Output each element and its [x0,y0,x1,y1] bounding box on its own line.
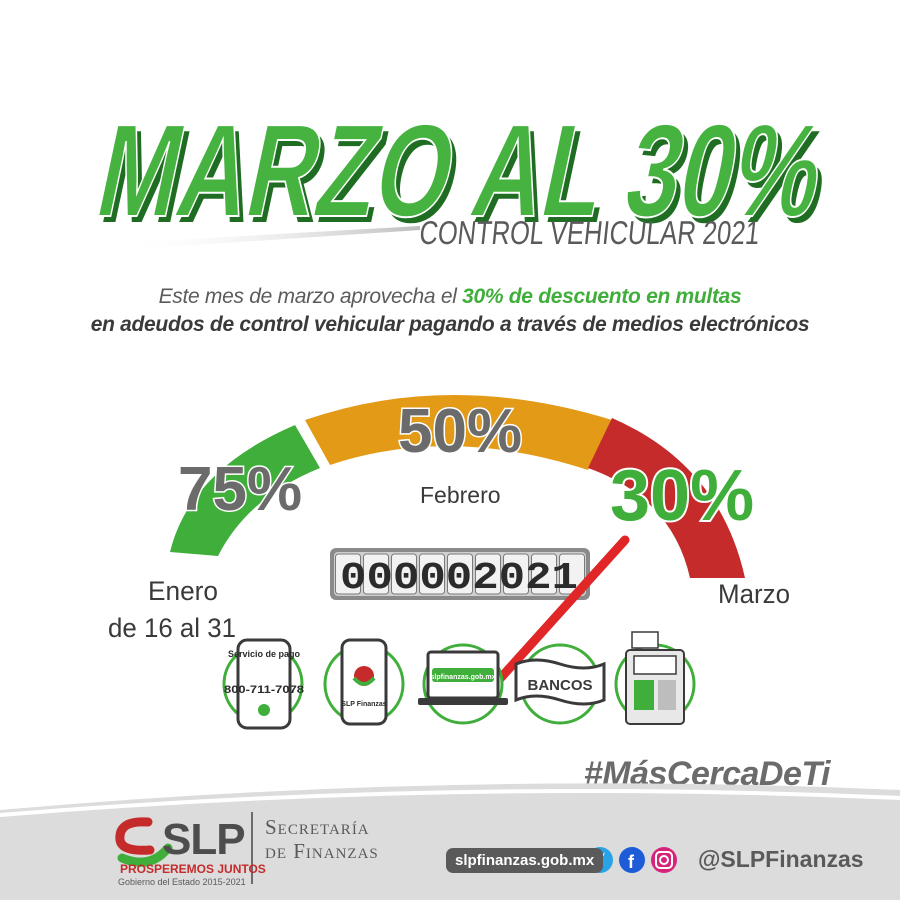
payment-kiosk [614,631,696,725]
title-swoosh [120,226,420,248]
website-link[interactable]: slpfinanzas.gob.mx [446,848,604,873]
gauge-label-enero-range: de 16 al 31 [108,613,236,643]
hero-subtitle: CONTROL VEHICULAR 2021 [418,215,762,248]
odometer-digit-cell [391,553,417,595]
gauge-percent-75: 75% [178,455,302,524]
hero-title: MARZO AL 30% [86,97,837,244]
payment-phone-service: Servicio de pago 800-711-7078 [222,638,304,730]
odometer-digit-cell [531,553,557,595]
phone-service-title: Servicio de pago [228,649,301,659]
gauge-percent-30: 30% [610,456,754,536]
gauge-label-enero: Enero [148,576,218,606]
banks-label: BANCOS [527,677,592,694]
instagram-icon [651,847,677,873]
gauge-segment-green [170,425,320,556]
payment-website: slpfinanzas.gob.mx [418,643,508,725]
slp-logo-mark [115,817,173,867]
payment-mobile-app: SLP Finanzas [323,638,405,726]
department-name: Secretaría de Finanzas [265,815,379,863]
gauge-label-marzo: Marzo [718,579,790,609]
discount-gauge: 75% 50% 30% Enero de 16 al 31 Febrero Ma… [108,395,790,730]
hero-title-shadow: MARZO AL 30% [91,103,842,248]
facebook-icon [619,847,645,873]
gauge-segment-orange [305,395,612,470]
gauge-percent-50: 50% [398,397,522,466]
gauge-label-febrero: Febrero [420,482,501,508]
odometer-digit-cell [363,553,389,595]
slp-logo: SLP [162,815,246,864]
gauge-needle [483,535,630,697]
intro-text: Este mes de marzo aprovecha el 30% de de… [0,283,900,339]
mobile-app-label: SLP Finanzas [341,701,386,708]
phone-call-icon [258,704,270,716]
slp-government: Gobierno del Estado 2015-2021 [118,877,246,887]
odometer-cells [335,553,585,595]
gauge-segment-red [588,418,745,578]
svg-text:f: f [628,852,635,872]
hero-title-graphic: MARZO AL 30% MARZO AL 30% CONTROL VEHICU… [85,96,842,248]
odometer-digit-cell [475,553,501,595]
intro-line-1: Este mes de marzo aprovecha el 30% de de… [158,285,742,308]
payment-banks: BANCOS [514,643,606,725]
website-label: slpfinanzas.gob.mx [431,674,496,681]
phone-service-number: 800-711-7078 [224,684,304,696]
odometer-digit-cell [503,553,529,595]
odometer-digit-cell [447,553,473,595]
slp-slogan: PROSPEREMOS JUNTOS [120,862,266,876]
odometer-digit-cell [335,553,361,595]
intro-line-2: en adeudos de control vehicular pagando … [90,313,810,336]
social-handle[interactable]: @SLPFinanzas [698,846,864,872]
odometer-digit-cell [419,553,445,595]
odometer-value: 000002021 [340,557,578,600]
